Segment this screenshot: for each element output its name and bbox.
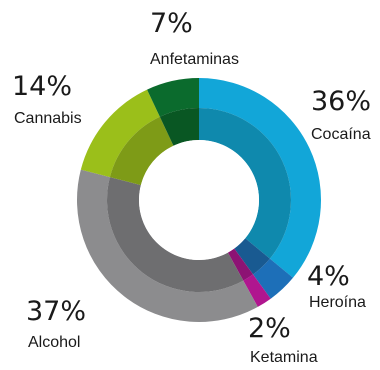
donut-hole [139,140,259,260]
slice-label-heroina: Heroína [309,294,366,311]
slice-inner-anfetaminas [159,108,199,146]
slice-percent-heroina: 4% [307,261,350,292]
slice-label-ketamina: Ketamina [250,349,318,366]
slice-outer-alcohol [76,169,258,323]
slice-outer-cannabis [80,89,160,178]
slice-percent-cocaina: 36% [311,86,371,117]
label-group-cocaina: 36% Cocaína [311,86,371,143]
slice-label-alcohol: Alcohol [28,334,80,351]
slice-outer-anfetaminas [147,78,199,117]
label-group-anfetaminas: 7% Anfetaminas [150,8,239,68]
slice-label-anfetaminas: Anfetaminas [150,51,239,68]
slice-label-cocaina: Cocaína [311,126,371,143]
slice-outer-cocaina [199,78,321,278]
slice-percent-anfetaminas: 7% [150,8,193,39]
donut-slices [76,78,321,323]
slice-percent-alcohol: 37% [26,296,86,327]
label-group-heroina: 4% Heroína [307,261,366,311]
slice-inner-cocaina [199,108,291,259]
slice-percent-cannabis: 14% [12,71,72,102]
slice-percent-ketamina: 2% [248,313,291,344]
slice-inner-ketamina [227,248,254,281]
slice-inner-heroina [234,238,270,275]
slice-outer-heroina [253,258,294,299]
label-group-alcohol: 37% Alcohol [26,296,86,351]
slice-inner-alcohol [107,177,244,292]
slice-label-cannabis: Cannabis [14,110,82,127]
slice-outer-ketamina [243,274,271,307]
label-group-ketamina: 2% Ketamina [248,313,318,366]
label-group-cannabis: 14% Cannabis [12,71,82,127]
slice-inner-cannabis [109,116,174,186]
